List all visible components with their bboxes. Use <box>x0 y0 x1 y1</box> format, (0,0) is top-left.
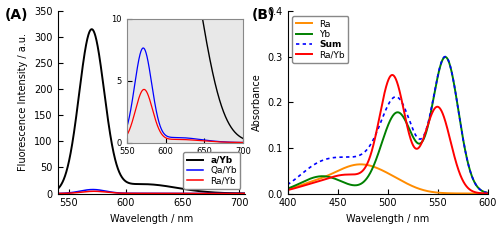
Y-axis label: Fluorescence Intensity / a.u.: Fluorescence Intensity / a.u. <box>18 33 28 172</box>
Y-axis label: Absorbance: Absorbance <box>252 74 262 131</box>
Text: (A): (A) <box>5 8 28 22</box>
X-axis label: Wavelength / nm: Wavelength / nm <box>110 214 193 224</box>
Legend: a/Yb, Qa/Yb, Ra/Yb: a/Yb, Qa/Yb, Ra/Yb <box>183 152 240 189</box>
Legend: Ra, Yb, Sum, Ra/Yb: Ra, Yb, Sum, Ra/Yb <box>292 16 348 63</box>
X-axis label: Wavelength / nm: Wavelength / nm <box>346 214 429 224</box>
Text: (B): (B) <box>252 8 275 22</box>
